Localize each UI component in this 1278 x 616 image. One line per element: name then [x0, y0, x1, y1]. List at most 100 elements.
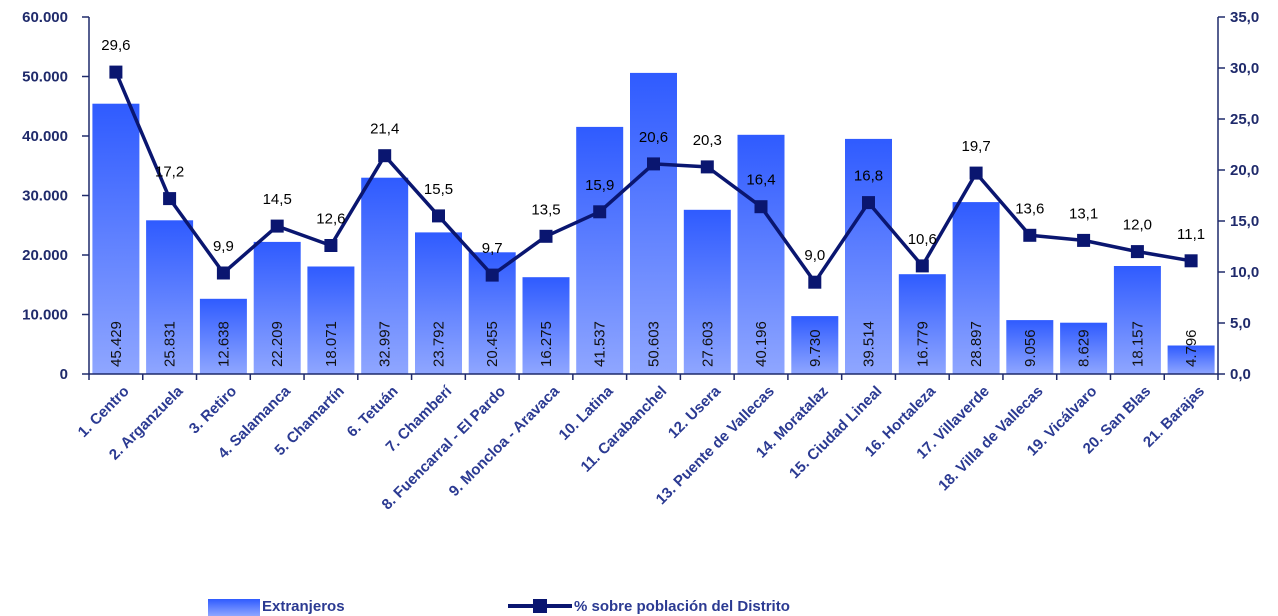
percent-point	[270, 219, 284, 233]
percent-point	[485, 268, 499, 282]
percent-label: 15,5	[424, 181, 453, 198]
percent-point	[109, 65, 123, 79]
bar	[791, 316, 839, 374]
percent-label: 16,8	[854, 168, 883, 185]
category-label: 15. Ciudad Lineal	[786, 383, 885, 482]
percent-label: 16,4	[746, 172, 775, 189]
y-left-tick-label: 30.000	[22, 188, 68, 205]
percent-point	[163, 192, 177, 206]
bar-value-label: 20.455	[484, 321, 501, 367]
bar-value-label: 4.796	[1183, 329, 1200, 367]
y-left-tick-label: 50.000	[22, 69, 68, 86]
category-label: 18. Villa de Vallecas	[935, 383, 1046, 494]
bar-value-label: 16.275	[538, 321, 555, 367]
y-left-tick-label: 60.000	[22, 9, 68, 26]
axes-layer: 0 10.000 20.000 30.000 40.000 50.000 60.000 0,0…	[22, 9, 1259, 383]
percent-point	[1130, 245, 1144, 259]
y-right-tick-label: 30,0	[1230, 60, 1259, 77]
percent-point	[862, 196, 875, 210]
percent-label: 13,5	[531, 201, 560, 218]
percent-label: 9,0	[804, 247, 825, 264]
bar-value-label: 23.792	[430, 321, 447, 367]
percent-point	[1023, 228, 1037, 242]
percent-point	[808, 275, 822, 289]
bar	[683, 209, 731, 374]
bar	[92, 103, 140, 374]
y-right-tick-label: 20,0	[1230, 162, 1259, 179]
percent-label: 20,6	[639, 129, 668, 146]
percent-point	[216, 266, 230, 280]
percent-point	[969, 166, 983, 180]
bar	[522, 277, 570, 374]
bar	[199, 298, 247, 374]
legend-line-marker	[533, 599, 547, 613]
bar-value-label: 27.603	[699, 321, 716, 367]
bar-value-label: 18.071	[323, 321, 340, 367]
bar	[576, 126, 624, 375]
bar	[415, 232, 462, 374]
percent-point	[1077, 233, 1091, 247]
percent-label: 9,9	[213, 238, 234, 255]
percent-label: 10,6	[908, 231, 937, 248]
y-left-tick-label: 0	[60, 366, 68, 383]
percent-point	[593, 205, 607, 219]
percent-point	[915, 259, 929, 273]
legend-label-extranjeros: Extranjeros	[262, 598, 345, 615]
y-right-tick-label: 25,0	[1230, 111, 1259, 128]
bar-value-label: 18.157	[1129, 321, 1146, 367]
bar-value-label: 25.831	[162, 321, 179, 367]
bar-value-label: 45.429	[108, 321, 125, 367]
percent-point	[754, 200, 768, 214]
bar-value-label: 9.056	[1022, 329, 1039, 367]
bar	[1113, 266, 1161, 374]
bar	[307, 266, 355, 374]
y-left-tick-label: 40.000	[22, 128, 68, 145]
percent-label: 11,1	[1177, 226, 1205, 243]
bar	[253, 241, 301, 374]
percent-label: 12,0	[1123, 217, 1152, 234]
bar-value-label: 8.629	[1076, 329, 1093, 367]
category-label: 9. Moncloa - Aravaca	[446, 382, 564, 500]
bar-value-label: 32.997	[377, 321, 394, 367]
bar	[630, 72, 677, 375]
bar-value-label: 9.730	[807, 329, 824, 367]
percent-label: 20,3	[693, 132, 722, 149]
percent-point	[324, 239, 338, 252]
bar-value-label: 16.779	[914, 321, 931, 367]
bar-value-label: 50.603	[646, 321, 663, 367]
percent-label: 12,6	[316, 211, 345, 228]
y-left-tick-label: 10.000	[22, 307, 68, 324]
percent-label: 29,6	[101, 37, 130, 54]
bar-value-label: 41.537	[592, 321, 609, 367]
percent-label: 15,9	[585, 177, 614, 194]
bar-value-label: 12.638	[215, 321, 232, 367]
percent-label: 13,1	[1069, 205, 1098, 222]
bar-value-label: 40.196	[753, 321, 770, 367]
bar	[737, 134, 785, 374]
bar	[361, 177, 409, 374]
percent-point	[432, 209, 445, 223]
y-right-tick-label: 0,0	[1230, 366, 1251, 383]
percent-label: 9,7	[482, 240, 503, 257]
bar	[1060, 322, 1108, 374]
bars-layer	[92, 72, 1215, 375]
percent-label: 14,5	[263, 191, 292, 208]
percent-label: 19,7	[961, 138, 990, 155]
bar-labels-layer: 45.429 25.831 12.638 22.209 18.071 32.997 23.7…	[108, 321, 1200, 367]
percent-point	[647, 157, 660, 171]
y-right-tick-label: 5,0	[1230, 315, 1251, 332]
legend-bar-swatch	[208, 599, 260, 616]
y-right-tick-label: 15,0	[1230, 213, 1259, 230]
category-label: 3. Retiro	[186, 383, 240, 437]
bar-value-label: 22.209	[269, 321, 286, 367]
bar	[952, 202, 1000, 374]
percent-label: 21,4	[370, 121, 399, 138]
y-right-tick-label: 10,0	[1230, 264, 1259, 281]
bar	[146, 220, 194, 374]
bar	[898, 274, 946, 374]
bar	[1006, 320, 1054, 374]
y-right-tick-label: 35,0	[1230, 9, 1259, 26]
legend-label-percent: % sobre población del Distrito	[574, 598, 790, 615]
